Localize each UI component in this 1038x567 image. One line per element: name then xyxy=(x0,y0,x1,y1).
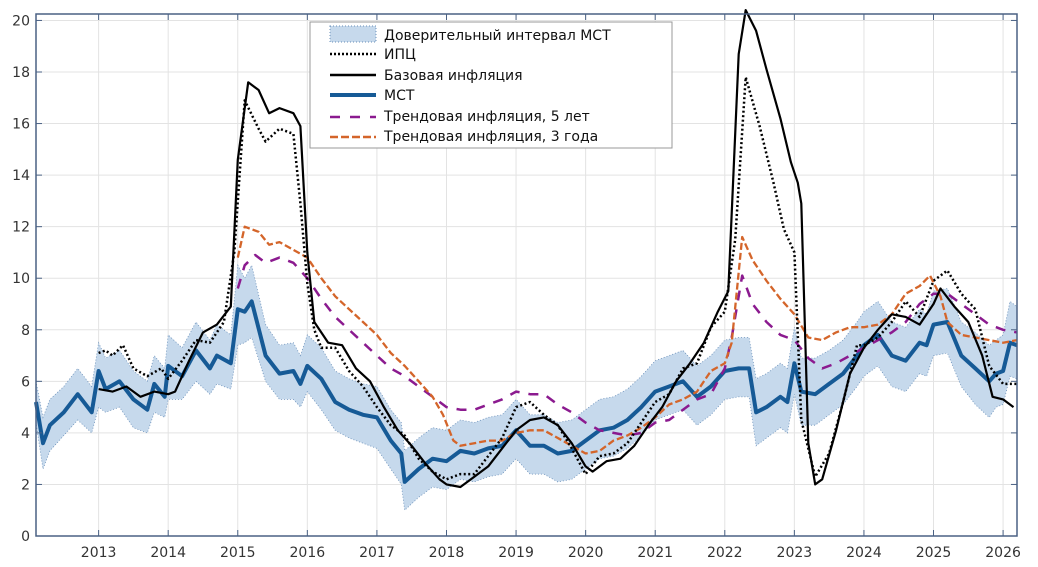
x-tick-label: 2021 xyxy=(637,545,673,561)
legend-label-trend5: Трендовая инфляция, 5 лет xyxy=(383,109,590,125)
y-tick-label: 20 xyxy=(12,13,30,29)
y-tick-label: 2 xyxy=(21,477,30,493)
x-tick-label: 2016 xyxy=(290,545,326,561)
x-tick-label: 2017 xyxy=(359,545,395,561)
x-tick-label: 2020 xyxy=(568,545,604,561)
x-tick-label: 2018 xyxy=(429,545,465,561)
legend-box xyxy=(309,21,673,149)
y-tick-label: 8 xyxy=(21,323,30,339)
y-tick-label: 12 xyxy=(12,220,30,236)
x-tick-label: 2013 xyxy=(81,545,117,561)
confidence-band xyxy=(35,263,1018,512)
plot-frame xyxy=(35,13,1018,537)
y-tick-label: 10 xyxy=(12,271,30,287)
y-tick-label: 4 xyxy=(21,426,30,442)
x-tick-label: 2024 xyxy=(846,545,882,561)
tick-labels: 2013 2014 2015 2016 2017 2018 2019 2020 2021 2022… xyxy=(12,13,1021,561)
confidence-band-layer xyxy=(35,263,1018,512)
x-tick-label: 2014 xyxy=(150,545,186,561)
legend-swatch-band xyxy=(329,25,377,43)
legend-label-mst: МСТ xyxy=(384,88,415,104)
y-tick-label: 18 xyxy=(12,65,30,81)
series-line-0 xyxy=(98,75,1017,481)
legend-label-band: Доверительный интервал МСТ xyxy=(384,28,611,44)
x-tick-label: 2015 xyxy=(220,545,256,561)
y-tick-label: 16 xyxy=(12,117,30,133)
legend-label-core: Базовая инфляция xyxy=(384,68,523,84)
legend: Доверительный интервал МСТ ИПЦ Базовая и… xyxy=(309,21,673,149)
series-layer xyxy=(34,9,1018,489)
y-tick-label: 0 xyxy=(21,529,30,545)
x-tick-label: 2022 xyxy=(707,545,743,561)
x-tick-label: 2019 xyxy=(498,545,534,561)
x-tick-label: 2023 xyxy=(777,545,813,561)
y-tick-label: 6 xyxy=(21,374,30,390)
x-tick-label: 2026 xyxy=(985,545,1021,561)
y-tick-label: 14 xyxy=(12,168,30,184)
x-tick-label: 2025 xyxy=(916,545,952,561)
legend-label-cpi: ИПЦ xyxy=(384,47,416,63)
legend-label-trend3: Трендовая инфляция, 3 года xyxy=(383,129,598,145)
series-line-1 xyxy=(98,9,1015,489)
